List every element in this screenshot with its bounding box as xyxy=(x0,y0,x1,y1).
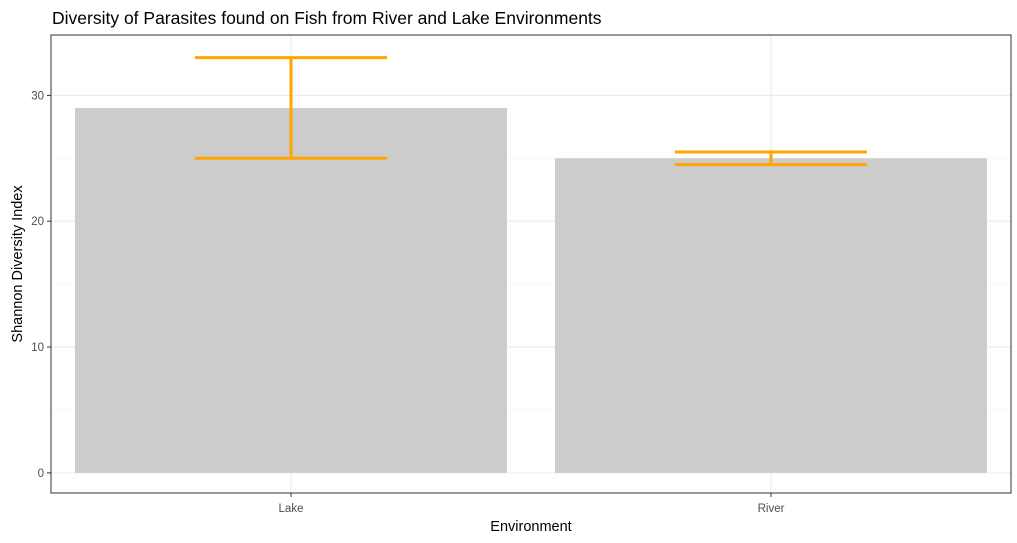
y-tick-label: 0 xyxy=(38,468,44,480)
x-axis-title: Environment xyxy=(490,519,571,535)
y-tick-label: 30 xyxy=(31,90,44,102)
x-tick-label-lake: Lake xyxy=(279,503,304,515)
x-axis: Lake River xyxy=(279,493,785,515)
error-bar-river xyxy=(675,150,867,167)
error-bar-lake xyxy=(195,56,387,160)
error-bars xyxy=(195,56,867,167)
y-tick-label: 20 xyxy=(31,216,44,228)
x-tick-label-river: River xyxy=(758,503,785,515)
bars xyxy=(75,107,987,473)
bar-lake xyxy=(75,107,507,473)
chart-title: Diversity of Parasites found on Fish fro… xyxy=(52,8,602,28)
y-tick-label: 10 xyxy=(31,342,44,354)
bar-river xyxy=(555,158,987,473)
y-axis: 0 10 20 30 xyxy=(31,90,51,480)
panel-border xyxy=(50,34,1012,494)
y-axis-title: Shannon Diversity Index xyxy=(10,185,26,343)
